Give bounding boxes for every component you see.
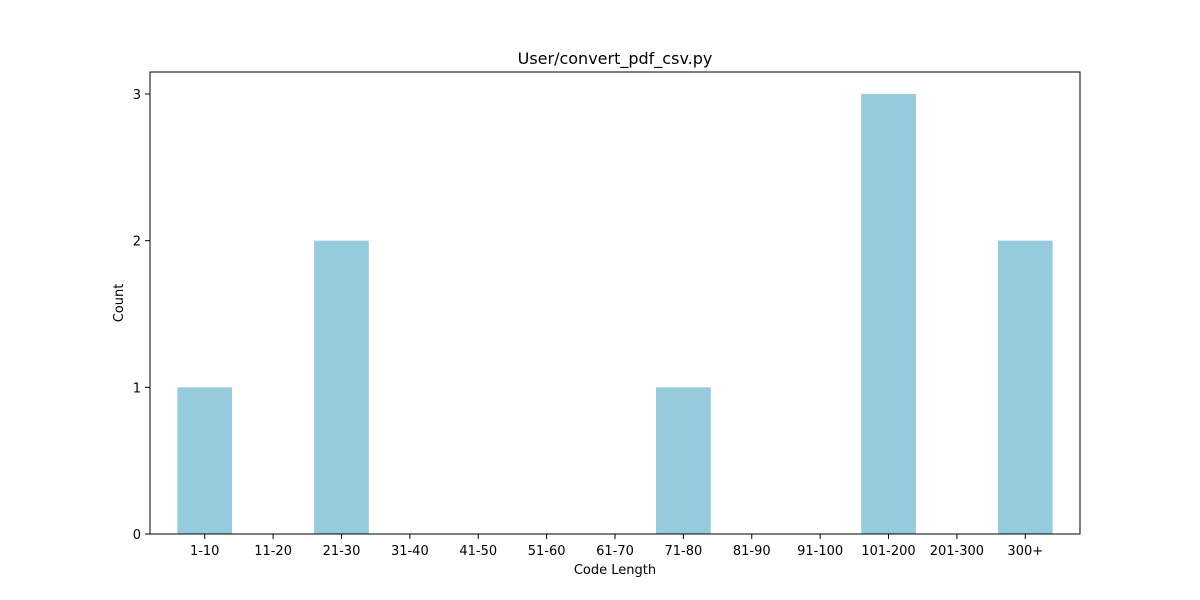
y-tick-label: 1 [133, 381, 141, 396]
bars-group [177, 94, 1053, 534]
x-axis-label: Code Length [574, 563, 656, 578]
x-tick-label: 61-70 [596, 544, 634, 559]
bar-71-80 [656, 387, 711, 534]
x-tick-label: 81-90 [733, 544, 771, 559]
x-tick-label: 51-60 [528, 544, 566, 559]
plot-frame [149, 71, 1081, 535]
x-tick-label: 41-50 [459, 544, 497, 559]
bar-1-10 [177, 387, 233, 534]
y-tick-label: 0 [133, 528, 141, 543]
chart-title: User/convert_pdf_csv.py [518, 49, 713, 69]
x-tick-label: 31-40 [391, 544, 429, 559]
x-axis: 1-10 11-20 21-30 31-40 41-50 51-60 61-70 71-80 8… [190, 534, 1043, 559]
bar-101-200 [861, 94, 916, 534]
x-tick-label: 91-100 [797, 544, 843, 559]
bar-21-30 [314, 240, 369, 534]
x-tick-label: 300+ [1007, 544, 1043, 559]
x-tick-label: 201-300 [930, 544, 984, 559]
bar-300+ [997, 240, 1053, 534]
x-tick-label: 21-30 [323, 544, 361, 559]
x-tick-label: 71-80 [664, 544, 702, 559]
y-tick-label: 2 [133, 235, 141, 250]
y-axis: 0 1 2 3 [133, 88, 150, 543]
y-tick-label: 3 [133, 88, 141, 103]
x-tick-label: 11-20 [254, 544, 292, 559]
x-tick-label: 101-200 [861, 544, 915, 559]
x-tick-label: 1-10 [190, 544, 220, 559]
y-axis-label: Count [112, 284, 127, 323]
